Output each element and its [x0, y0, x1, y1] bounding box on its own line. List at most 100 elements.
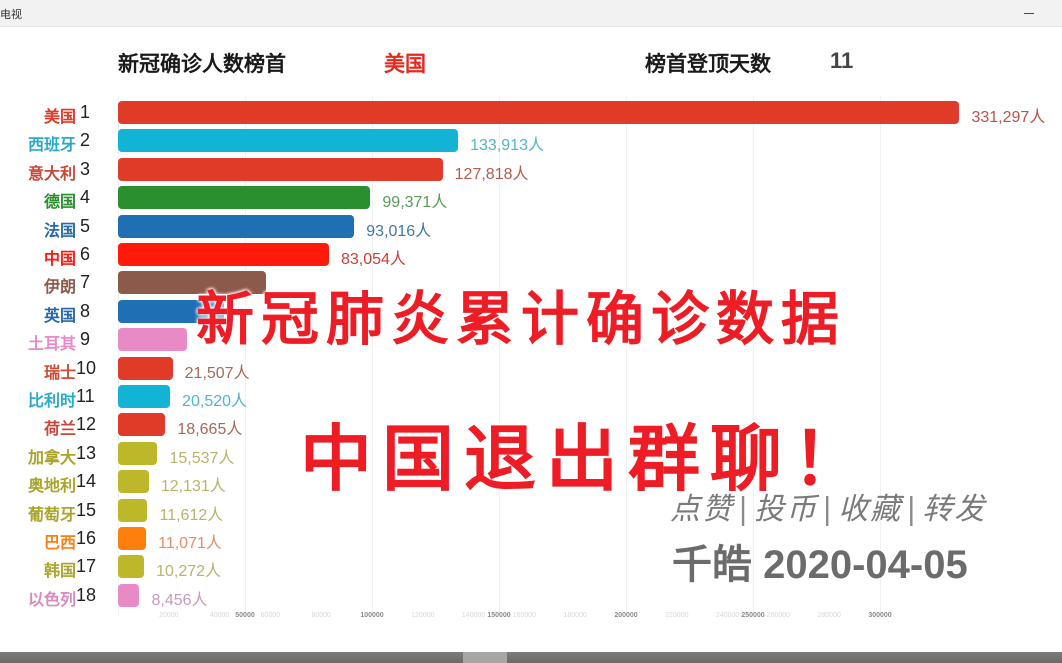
action-text: 转发 [922, 492, 987, 527]
bar [118, 299, 225, 323]
axis-tick-label: 150000 [487, 612, 511, 619]
value-label: 18,665人 [177, 421, 243, 439]
bar [118, 243, 329, 266]
gridline [118, 95, 119, 615]
value-label: 20,520人 [182, 393, 248, 410]
country-label: 比利时 [27, 391, 76, 410]
country-label: 德国 [43, 192, 76, 212]
country-label: 土耳其 [27, 334, 76, 354]
bar [118, 214, 355, 238]
bar [118, 555, 145, 579]
table-row: 法国 5 93,016人 [0, 213, 1062, 241]
rank-number: 18 [76, 584, 97, 605]
bar [118, 498, 148, 522]
country-label: 伊朗 [43, 277, 76, 297]
overlay-title: 新冠肺炎累计确诊数据 [196, 285, 847, 353]
separator: | [822, 492, 835, 527]
country-label: 法国 [43, 220, 76, 240]
overlay-subtitle: 中国退出群聊！ [300, 416, 875, 501]
axis-tick-label: 300000 [868, 612, 892, 619]
bar [118, 470, 149, 494]
bar [118, 101, 960, 124]
leader-label: 新冠确诊人数榜首 [118, 52, 286, 76]
bar [118, 527, 147, 550]
bar-chart: 美国 1 331,297人西班牙 2 133,913人 意大利 3 127,818人 德国 4 99… [0, 95, 1062, 615]
table-row: 英国 8 [0, 298, 1062, 326]
gridline [372, 95, 373, 615]
axis-tick-label: 180000 [563, 612, 587, 619]
taskbar [0, 652, 1062, 663]
action-prompt: 点赞 | 投币 | 收藏 | 转发 [670, 484, 986, 528]
minimize-button[interactable] [1018, 4, 1042, 22]
table-row: 瑞士 10 21,507人 [0, 355, 1062, 383]
table-row: 德国 4 99,371人 [0, 184, 1062, 212]
separator: | [906, 492, 919, 527]
rank-number: 7 [80, 272, 91, 293]
days-at-top-value: 11 [830, 48, 854, 73]
axis-tick-label: 220000 [665, 612, 689, 619]
table-row: 西班牙 2 133,913人 [0, 127, 1062, 155]
country-label: 荷兰 [43, 419, 76, 439]
bar [118, 157, 443, 181]
axis-tick-label: 100000 [360, 612, 384, 619]
bar [118, 271, 266, 295]
axis-tick-label: 200000 [614, 612, 638, 619]
country-label: 中国 [43, 249, 76, 268]
rank-number: 17 [76, 556, 97, 577]
axis-tick-label: 250000 [741, 612, 765, 619]
value-label: 8,456人 [151, 591, 208, 609]
axis-tick-label: 40000 [209, 612, 230, 619]
leader-country: 美国 [384, 52, 426, 76]
axis-tick-label: 80000 [311, 612, 331, 619]
table-row: 土耳其 9 [0, 326, 1062, 354]
rank-number: 13 [76, 442, 97, 463]
axis-tick-label: 120000 [411, 612, 435, 619]
axis-tick-label: 20000 [159, 612, 179, 619]
action-text: 点赞 [670, 492, 734, 527]
rank-number: 2 [80, 130, 91, 151]
value-label: 11,071人 [158, 535, 222, 552]
bar [118, 385, 171, 408]
rank-number: 16 [76, 528, 97, 548]
axis-tick-label: 280000 [817, 612, 841, 619]
country-label: 葡萄牙 [27, 504, 76, 524]
bar [118, 186, 371, 210]
rank-number: 4 [80, 187, 91, 208]
rank-number: 1 [80, 102, 91, 122]
x-axis: 20000 40000 60000 80000 120000 140000 160000 18… [0, 612, 1062, 628]
value-label: 15,537人 [169, 449, 235, 467]
days-at-top-label: 榜首登顶天数 [645, 52, 771, 76]
country-label: 美国 [43, 107, 76, 126]
value-label: 133,913人 [470, 137, 544, 155]
taskbar-item[interactable] [463, 652, 507, 663]
rank-number: 3 [80, 158, 91, 179]
rank-number: 12 [76, 414, 97, 435]
axis-tick-label: 240000 [715, 612, 740, 619]
rank-number: 8 [80, 300, 91, 321]
action-text: 收藏 [838, 492, 903, 527]
table-row: 意大利 3 127,818人 [0, 156, 1062, 184]
author-date: 千皓 2020-04-05 [672, 543, 968, 587]
axis-tick-label: 140000 [461, 612, 486, 619]
rank-number: 9 [80, 329, 91, 350]
country-label: 瑞士 [43, 362, 76, 382]
table-row: 比利时 11 20,520人 [0, 383, 1062, 411]
table-row: 中国 6 83,054人 [0, 241, 1062, 269]
value-label: 11,612人 [159, 506, 224, 524]
country-label: 以色列 [27, 589, 76, 609]
country-label: 西班牙 [27, 135, 76, 155]
table-row: 荷兰 12 18,665人 [0, 411, 1062, 439]
value-label: 21,507人 [184, 364, 250, 382]
bar [118, 583, 140, 607]
country-label: 加拿大 [27, 447, 76, 467]
table-row: 加拿大 13 15,537人 [0, 440, 1062, 468]
axis-tick-label: 50000 [235, 612, 255, 619]
value-label: 10,272人 [156, 563, 222, 581]
bar [118, 413, 166, 437]
separator: | [738, 492, 751, 527]
table-row: 美国 1 331,297人 [0, 99, 1062, 127]
action-text: 投币 [754, 492, 819, 527]
window-titlebar: 电视 [0, 0, 1062, 27]
country-label: 奥地利 [27, 476, 76, 496]
gridline [753, 95, 754, 615]
